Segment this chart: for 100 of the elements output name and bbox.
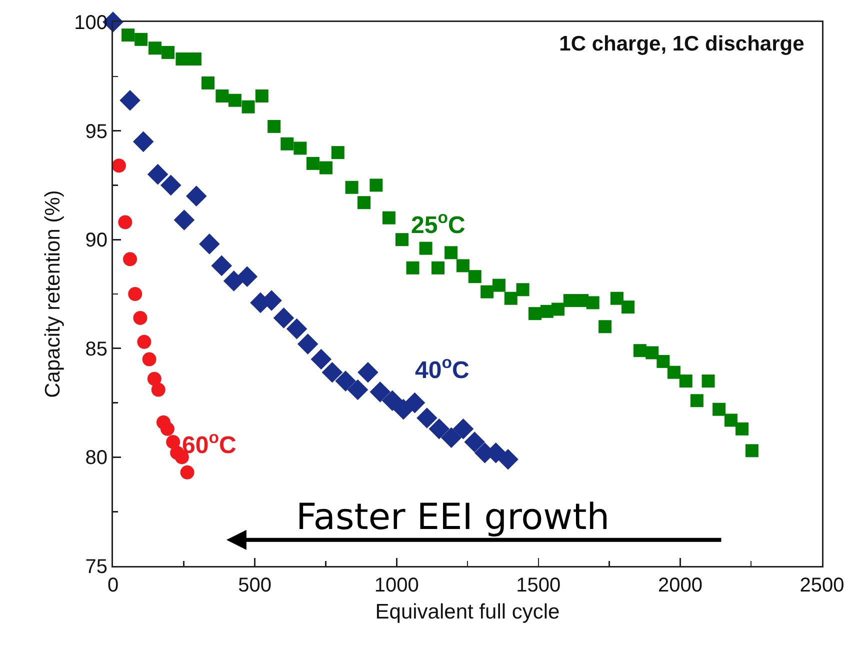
- y-tick-label: 75: [85, 556, 108, 578]
- point: [319, 161, 332, 174]
- point: [345, 180, 358, 194]
- point: [306, 156, 320, 170]
- point: [166, 434, 180, 449]
- y-tick-label: 90: [85, 230, 108, 252]
- point: [160, 174, 182, 196]
- point: [347, 379, 368, 400]
- point: [712, 402, 726, 416]
- series-label: 25$^{o}$C: [411, 208, 466, 240]
- x-tick-label: 0: [107, 574, 119, 596]
- point: [404, 392, 426, 414]
- point: [118, 215, 132, 230]
- point: [586, 296, 600, 310]
- y-axis-title: Capacity retention (%): [42, 190, 65, 398]
- point: [516, 283, 530, 296]
- point: [358, 362, 378, 383]
- point: [382, 211, 396, 224]
- point: [280, 137, 294, 150]
- point: [452, 418, 474, 440]
- point: [180, 465, 194, 480]
- point: [468, 270, 482, 284]
- point: [147, 164, 168, 185]
- point: [122, 28, 135, 42]
- point: [216, 89, 229, 102]
- y-tick-label: 95: [85, 120, 108, 143]
- point: [294, 142, 307, 155]
- point: [268, 120, 281, 133]
- x-tick-label: 500: [238, 574, 272, 596]
- point: [202, 76, 215, 90]
- point: [504, 292, 518, 305]
- point: [444, 246, 458, 260]
- point: [370, 178, 383, 192]
- point: [120, 90, 140, 111]
- point: [382, 390, 403, 412]
- point: [745, 444, 758, 458]
- point: [134, 32, 148, 46]
- y-tick-label: 85: [85, 338, 108, 360]
- series-label: 40$^{o}$C: [415, 353, 470, 384]
- point: [151, 382, 166, 397]
- point: [498, 448, 518, 470]
- point: [419, 242, 432, 255]
- point: [148, 42, 162, 55]
- point: [598, 320, 612, 334]
- point: [610, 292, 624, 305]
- x-tick-label: 1500: [516, 574, 561, 596]
- point: [331, 146, 344, 160]
- x-tick-label: 1000: [374, 574, 419, 596]
- point: [188, 52, 202, 66]
- point: [273, 308, 294, 328]
- point: [551, 302, 564, 316]
- point: [416, 408, 438, 428]
- point: [128, 287, 142, 301]
- x-tick-label: 2000: [658, 574, 702, 596]
- point: [702, 374, 715, 388]
- point: [132, 131, 154, 152]
- point: [142, 352, 156, 366]
- point: [690, 394, 704, 408]
- annotation: Faster EEI growth: [296, 497, 610, 538]
- point: [370, 382, 391, 402]
- point: [236, 266, 258, 287]
- series-label: 60$^{o}$C: [182, 428, 236, 460]
- point: [679, 374, 692, 388]
- point: [133, 310, 148, 325]
- point: [406, 261, 420, 274]
- point: [456, 259, 470, 272]
- point: [528, 307, 542, 320]
- point: [123, 252, 138, 266]
- point: [357, 196, 370, 210]
- point: [286, 318, 308, 340]
- point: [480, 285, 494, 298]
- x-tick-label: 2500: [800, 574, 844, 596]
- point: [395, 233, 408, 246]
- point: [112, 158, 126, 173]
- x-axis-title: Equivalent full cycle: [375, 600, 560, 624]
- y-tick-label: 100: [74, 12, 108, 34]
- point: [393, 398, 414, 420]
- point: [297, 334, 318, 354]
- point: [724, 414, 738, 427]
- point: [211, 255, 232, 276]
- text: 1C charge, 1C discharge: [559, 32, 804, 56]
- point: [160, 422, 174, 436]
- point: [656, 354, 670, 368]
- point: [736, 422, 749, 436]
- point: [255, 89, 268, 102]
- point: [492, 278, 506, 292]
- point: [199, 234, 220, 254]
- point: [440, 427, 462, 448]
- point: [228, 94, 242, 107]
- point: [428, 418, 450, 440]
- point: [667, 366, 680, 379]
- point: [242, 100, 255, 114]
- point: [162, 46, 175, 59]
- point: [310, 348, 332, 370]
- point: [174, 210, 195, 230]
- point: [646, 346, 659, 360]
- point: [622, 300, 635, 314]
- point: [147, 372, 162, 386]
- point: [432, 261, 445, 274]
- point: [186, 186, 207, 206]
